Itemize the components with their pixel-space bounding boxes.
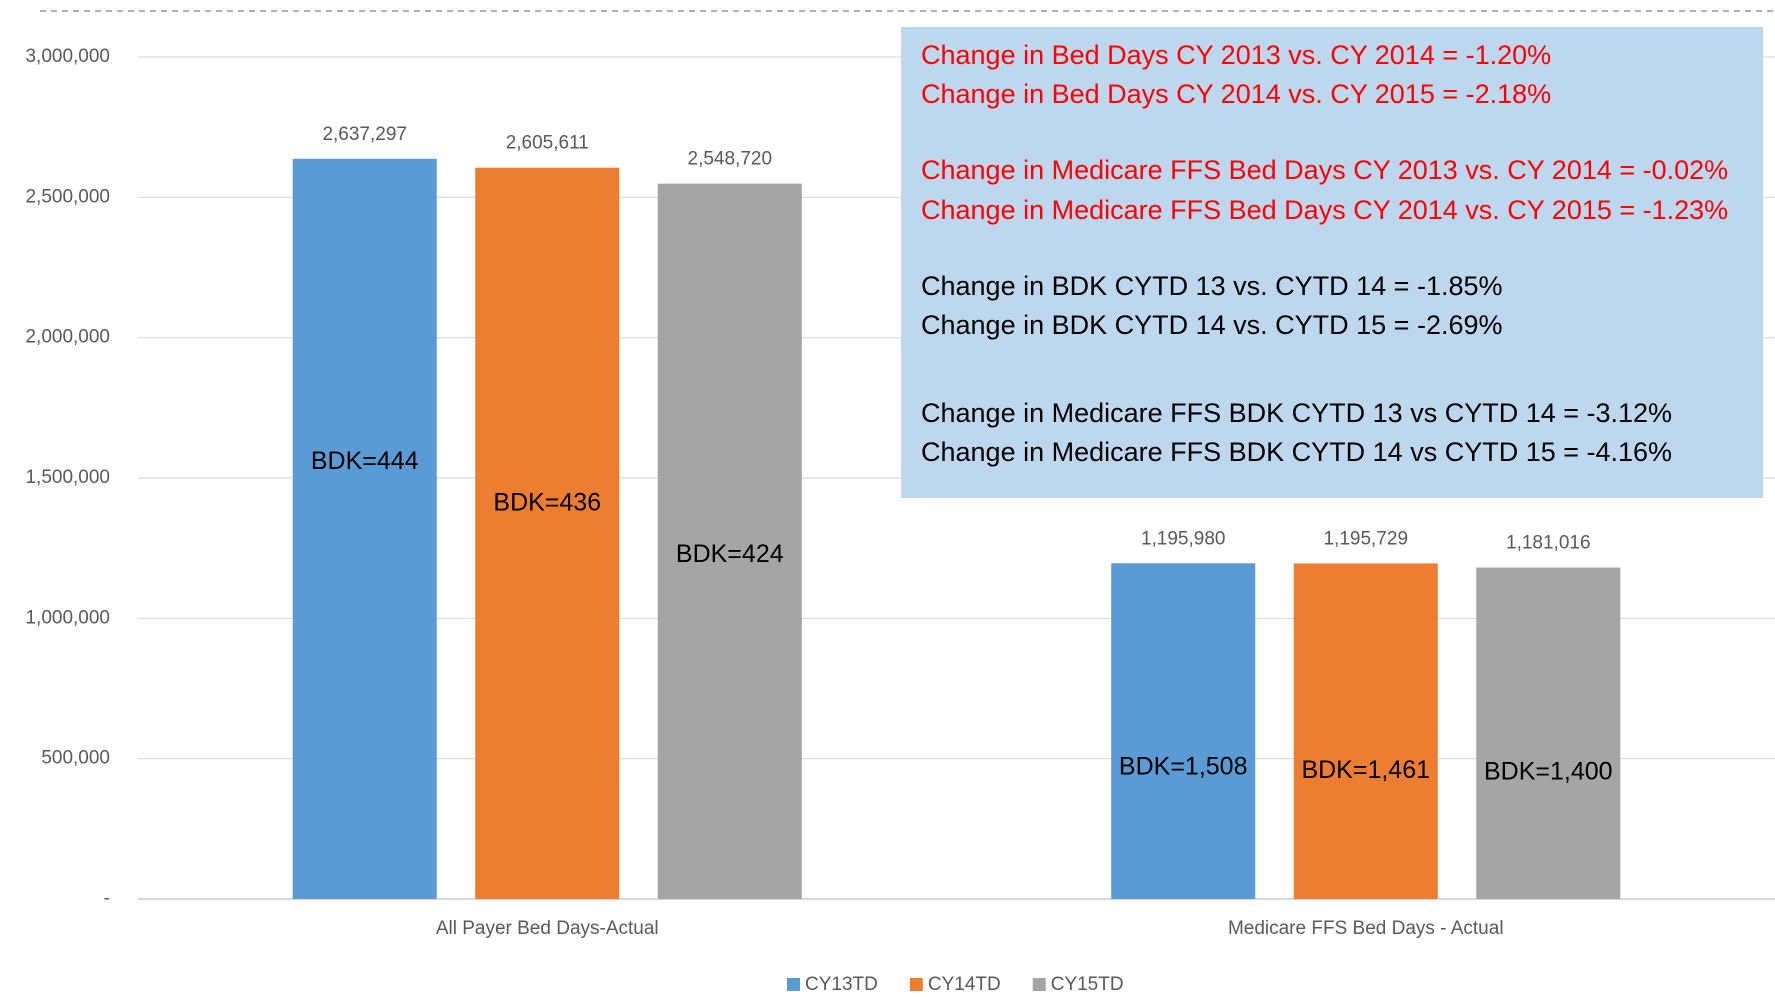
bar-annotation: BDK=444 (311, 447, 419, 475)
y-tick-label: 1,000,000 (25, 607, 110, 628)
legend-label: CY15TD (1051, 974, 1124, 995)
note-text: Change in Medicare FFS Bed Days CY 2014 … (921, 195, 1728, 225)
note-text: Change in Bed Days CY 2013 vs. CY 2014 =… (921, 40, 1551, 70)
note-text: Change in BDK CYTD 13 vs. CYTD 14 = -1.8… (921, 271, 1503, 301)
note-text: Change in Bed Days CY 2014 vs. CY 2015 =… (921, 79, 1551, 109)
note-text: Change in BDK CYTD 14 vs. CYTD 15 = -2.6… (921, 310, 1503, 340)
notes-box (901, 27, 1763, 498)
y-tick-label: 500,000 (41, 748, 110, 769)
legend-swatch (909, 978, 923, 991)
bar-annotation: BDK=436 (493, 489, 601, 517)
value-label: 2,548,720 (688, 149, 773, 170)
x-tick-label: Medicare FFS Bed Days - Actual (1228, 918, 1504, 939)
legend-swatch (787, 978, 800, 991)
note-text: Change in Medicare FFS BDK CYTD 13 vs CY… (921, 398, 1672, 428)
y-tick-label: - (104, 888, 110, 909)
y-tick-label: 2,000,000 (25, 327, 110, 348)
y-tick-label: 1,500,000 (25, 467, 110, 488)
value-label: 1,195,729 (1323, 528, 1408, 549)
legend-label: CY14TD (928, 974, 1001, 995)
y-tick-label: 2,500,000 (25, 186, 110, 207)
value-label: 2,605,611 (506, 133, 589, 154)
bar-annotation: BDK=1,508 (1119, 753, 1248, 781)
bar (1293, 563, 1438, 899)
bar (1111, 563, 1256, 899)
legend-label: CY13TD (805, 974, 878, 995)
bar (292, 158, 437, 899)
x-tick-label: All Payer Bed Days-Actual (436, 918, 659, 939)
bar (1476, 567, 1621, 899)
bar (657, 183, 802, 900)
bar-annotation: BDK=1,400 (1484, 758, 1613, 786)
value-label: 1,195,980 (1141, 528, 1226, 549)
bar-annotation: BDK=424 (676, 540, 784, 568)
note-text: Change in Medicare FFS BDK CYTD 14 vs CY… (921, 437, 1672, 467)
note-text: Change in Medicare FFS Bed Days CY 2013 … (921, 155, 1728, 185)
bar (475, 167, 620, 900)
y-tick-label: 3,000,000 (25, 46, 110, 67)
value-label: 1,181,016 (1506, 533, 1591, 554)
legend-swatch (1032, 978, 1046, 991)
value-label: 2,637,297 (322, 124, 407, 145)
bar-annotation: BDK=1,461 (1301, 756, 1430, 784)
